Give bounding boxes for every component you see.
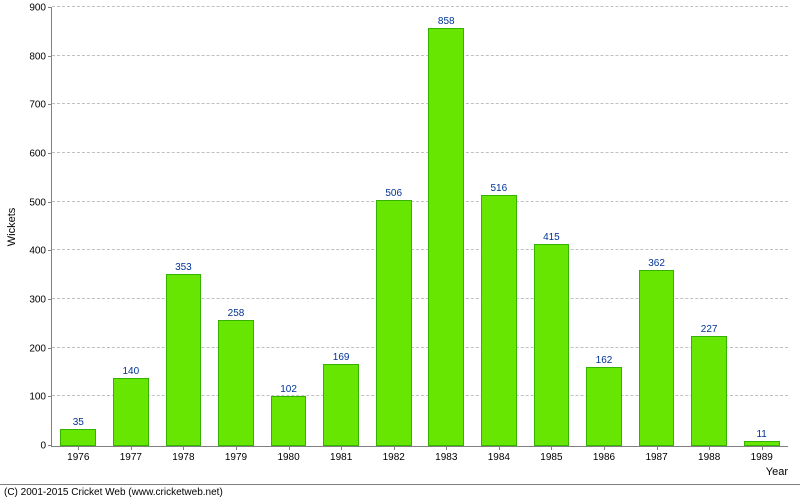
bar-value-label: 169 xyxy=(333,352,350,363)
bar-value-label: 506 xyxy=(385,188,402,199)
x-tick-mark xyxy=(446,446,447,450)
bar: 162 xyxy=(586,367,622,446)
x-tick-mark xyxy=(709,446,710,450)
y-tick-label: 500 xyxy=(29,197,46,208)
bar: 140 xyxy=(113,378,149,446)
y-tick-label: 600 xyxy=(29,149,46,160)
y-tick-label: 100 xyxy=(29,392,46,403)
bar-value-label: 35 xyxy=(73,417,84,428)
x-tick-mark xyxy=(131,446,132,450)
y-tick-label: 900 xyxy=(29,3,46,14)
x-tick-label: 1980 xyxy=(277,452,299,463)
x-axis-label: Year xyxy=(766,466,788,478)
y-tick-label: 0 xyxy=(40,441,46,452)
bar-value-label: 140 xyxy=(122,366,139,377)
x-tick-label: 1987 xyxy=(645,452,667,463)
bar-value-label: 11 xyxy=(756,429,766,440)
y-tick-label: 800 xyxy=(29,51,46,62)
bar: 362 xyxy=(639,270,675,446)
y-tick-label: 700 xyxy=(29,100,46,111)
bar: 415 xyxy=(534,244,570,446)
bar-value-label: 415 xyxy=(543,232,560,243)
x-tick-mark xyxy=(183,446,184,450)
bar-value-label: 162 xyxy=(596,355,613,366)
plot-area: 0100200300400500600700800900 35140353258… xyxy=(52,8,788,446)
bar: 35 xyxy=(60,429,96,446)
x-tick-mark xyxy=(341,446,342,450)
bar: 227 xyxy=(691,336,727,446)
bar: 169 xyxy=(323,364,359,446)
bar-value-label: 362 xyxy=(648,258,665,269)
x-tick-mark xyxy=(551,446,552,450)
x-tick-label: 1988 xyxy=(698,452,720,463)
x-tick-mark xyxy=(604,446,605,450)
x-tick-label: 1982 xyxy=(383,452,405,463)
y-tick-label: 400 xyxy=(29,246,46,257)
bar: 353 xyxy=(166,274,202,446)
bar: 516 xyxy=(481,195,517,446)
copyright-divider xyxy=(0,484,800,485)
x-tick-mark xyxy=(394,446,395,450)
x-tick-mark xyxy=(289,446,290,450)
x-tick-mark xyxy=(499,446,500,450)
copyright-text: (C) 2001-2015 Cricket Web (www.cricketwe… xyxy=(4,487,223,498)
bar: 258 xyxy=(218,320,254,446)
bar: 506 xyxy=(376,200,412,446)
x-tick-label: 1986 xyxy=(593,452,615,463)
bar: 102 xyxy=(271,396,307,446)
y-tick-label: 200 xyxy=(29,343,46,354)
x-tick-label: 1976 xyxy=(67,452,89,463)
x-tick-label: 1979 xyxy=(225,452,247,463)
x-tick-mark xyxy=(762,446,763,450)
bars-layer: 35 140 353 258 102 169 506 858 516 415 162 362 227 11 xyxy=(52,8,788,446)
bar-value-label: 258 xyxy=(228,308,245,319)
x-tick-label: 1985 xyxy=(540,452,562,463)
bar-value-label: 858 xyxy=(438,16,455,27)
chart-container: 0 100 200 300 400 500 600 700 800 900 35 140 353 258… xyxy=(0,0,800,500)
y-tick-label: 300 xyxy=(29,295,46,306)
x-tick-label: 1989 xyxy=(751,452,773,463)
x-tick-label: 1977 xyxy=(120,452,142,463)
bar-value-label: 353 xyxy=(175,262,192,273)
bar-value-label: 227 xyxy=(701,324,718,335)
x-tick-mark xyxy=(236,446,237,450)
bar-value-label: 102 xyxy=(280,384,297,395)
x-tick-label: 1983 xyxy=(435,452,457,463)
bar-value-label: 516 xyxy=(490,183,507,194)
y-axis-label: Wickets xyxy=(6,208,18,247)
bar: 858 xyxy=(428,28,464,446)
x-tick-mark xyxy=(657,446,658,450)
x-tick-label: 1981 xyxy=(330,452,352,463)
x-tick-mark xyxy=(78,446,79,450)
x-tick-label: 1984 xyxy=(488,452,510,463)
x-tick-label: 1978 xyxy=(172,452,194,463)
